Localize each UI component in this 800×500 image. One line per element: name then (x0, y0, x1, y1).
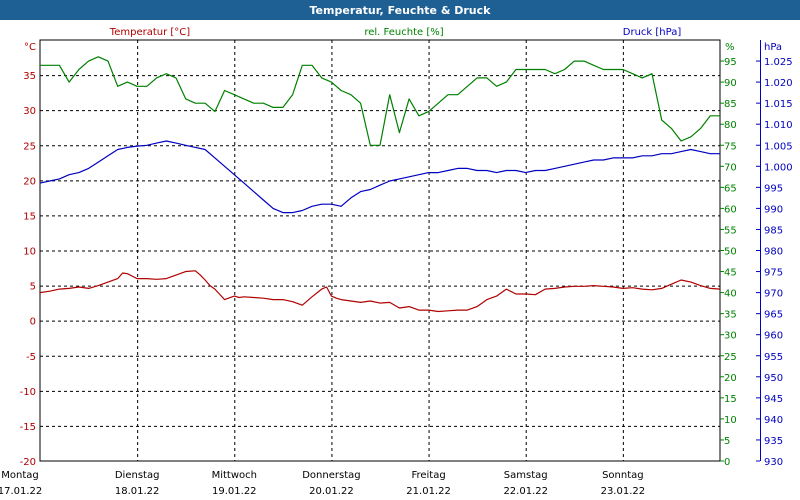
humidity-tick-label: 85 (724, 99, 737, 110)
pressure-axis: 930 935 940 945 950 955 960 965 970 975 980 985 990 9… (756, 40, 793, 468)
temperature-unit: °C (24, 42, 36, 53)
x-tick-date: 20.01.22 (309, 486, 354, 497)
temperature-tick-label: 10 (23, 247, 36, 258)
temperature-line (39, 270, 721, 313)
humidity-tick-label: 45 (724, 268, 737, 279)
pressure-tick-label: 935 (764, 436, 783, 447)
pressure-tick-label: 960 (764, 331, 783, 342)
pressure-tick-label: 990 (764, 204, 783, 215)
humidity-unit: % (725, 42, 735, 53)
pressure-tick-label: 985 (764, 225, 783, 236)
humidity-axis-title: rel. Feuchte [%] (364, 27, 443, 38)
pressure-tick-label: 955 (764, 352, 783, 363)
pressure-tick-label: 1.010 (764, 120, 793, 131)
temperature-axis: -20 -15 -10 -5 0 5 10 15 20 25 30 35 (20, 71, 36, 468)
x-tick-weekday: Samstag (504, 470, 548, 481)
pressure-tick-label: 1.005 (764, 141, 793, 152)
x-tick-date: 19.01.22 (212, 486, 257, 497)
x-axis: Montag 17.01.22 Dienstag 18.01.22 Mittwoch 19… (0, 470, 645, 497)
humidity-tick-label: 30 (724, 331, 737, 342)
humidity-tick-label: 10 (724, 415, 737, 426)
temperature-axis-title: Temperatur [°C] (109, 27, 190, 38)
x-tick-weekday: Sonntag (602, 470, 644, 481)
x-tick-weekday: Donnerstag (302, 470, 360, 481)
temperature-tick-label: -10 (20, 387, 36, 398)
humidity-line (40, 56, 720, 146)
humidity-tick-label: 0 (724, 457, 730, 468)
series-lines (39, 56, 721, 313)
x-tick-weekday: Freitag (411, 470, 445, 481)
pressure-tick-label: 1.020 (764, 78, 793, 89)
pressure-tick-label: 965 (764, 310, 783, 321)
pressure-tick-label: 1.025 (764, 57, 793, 68)
axis-labels: Temperatur [°C] rel. Feuchte [%] Druck [… (24, 27, 782, 53)
humidity-tick-label: 20 (724, 373, 737, 384)
temperature-tick-label: 5 (30, 282, 36, 293)
pressure-tick-label: 1.015 (764, 99, 793, 110)
humidity-tick-label: 50 (724, 247, 737, 258)
humidity-axis: 0 5 10 15 20 25 30 35 40 45 50 55 60 65 70 75 80 85 90 95 (720, 57, 737, 468)
x-tick-weekday: Dienstag (115, 470, 160, 481)
x-tick-date: 23.01.22 (601, 486, 646, 497)
temperature-tick-label: 0 (30, 317, 36, 328)
pressure-tick-label: 970 (764, 289, 783, 300)
pressure-unit: hPa (764, 42, 782, 53)
humidity-tick-label: 75 (724, 141, 737, 152)
humidity-tick-label: 70 (724, 162, 737, 173)
humidity-tick-label: 35 (724, 310, 737, 321)
humidity-tick-label: 90 (724, 78, 737, 89)
pressure-tick-label: 940 (764, 415, 783, 426)
chart-title: Temperatur, Feuchte & Druck (310, 4, 492, 17)
humidity-tick-label: 55 (724, 225, 737, 236)
x-tick-date: 18.01.22 (115, 486, 160, 497)
temperature-tick-label: 30 (23, 106, 36, 117)
pressure-tick-label: 995 (764, 183, 783, 194)
x-tick-date: 17.01.22 (0, 486, 42, 497)
humidity-tick-label: 25 (724, 352, 737, 363)
humidity-tick-label: 5 (724, 436, 730, 447)
pressure-line (39, 140, 720, 214)
pressure-tick-label: 980 (764, 247, 783, 258)
pressure-tick-label: 1.000 (764, 162, 793, 173)
humidity-tick-label: 95 (724, 57, 737, 68)
humidity-tick-label: 60 (724, 204, 737, 215)
title-bar-background (0, 0, 800, 20)
pressure-tick-label: 930 (764, 457, 783, 468)
humidity-tick-label: 40 (724, 289, 737, 300)
temperature-tick-label: 25 (23, 141, 36, 152)
temperature-tick-label: 35 (23, 71, 36, 82)
x-tick-weekday: Montag (1, 470, 38, 481)
title-bar: Temperatur, Feuchte & Druck (0, 0, 800, 20)
x-tick-weekday: Mittwoch (212, 470, 257, 481)
temperature-tick-label: -20 (20, 457, 36, 468)
pressure-tick-label: 945 (764, 394, 783, 405)
x-tick-date: 21.01.22 (406, 486, 451, 497)
temperature-tick-label: 15 (23, 211, 36, 222)
humidity-tick-label: 65 (724, 183, 737, 194)
pressure-tick-label: 975 (764, 268, 783, 279)
x-tick-date: 22.01.22 (503, 486, 548, 497)
humidity-tick-label: 15 (724, 394, 737, 405)
temperature-tick-label: 20 (23, 176, 36, 187)
temperature-tick-label: -5 (26, 352, 36, 363)
pressure-axis-title: Druck [hPa] (623, 27, 682, 38)
pressure-tick-label: 950 (764, 373, 783, 384)
temperature-tick-label: -15 (20, 422, 36, 433)
humidity-tick-label: 80 (724, 120, 737, 131)
